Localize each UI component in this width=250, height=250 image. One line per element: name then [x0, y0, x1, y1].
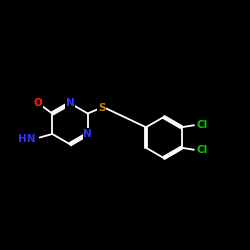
Text: N: N [84, 129, 92, 139]
Text: Cl: Cl [196, 120, 207, 130]
Text: N: N [66, 98, 74, 108]
Text: Cl: Cl [196, 145, 207, 155]
Text: HN: HN [18, 134, 36, 144]
Text: O: O [34, 98, 42, 108]
Text: S: S [98, 102, 106, 113]
